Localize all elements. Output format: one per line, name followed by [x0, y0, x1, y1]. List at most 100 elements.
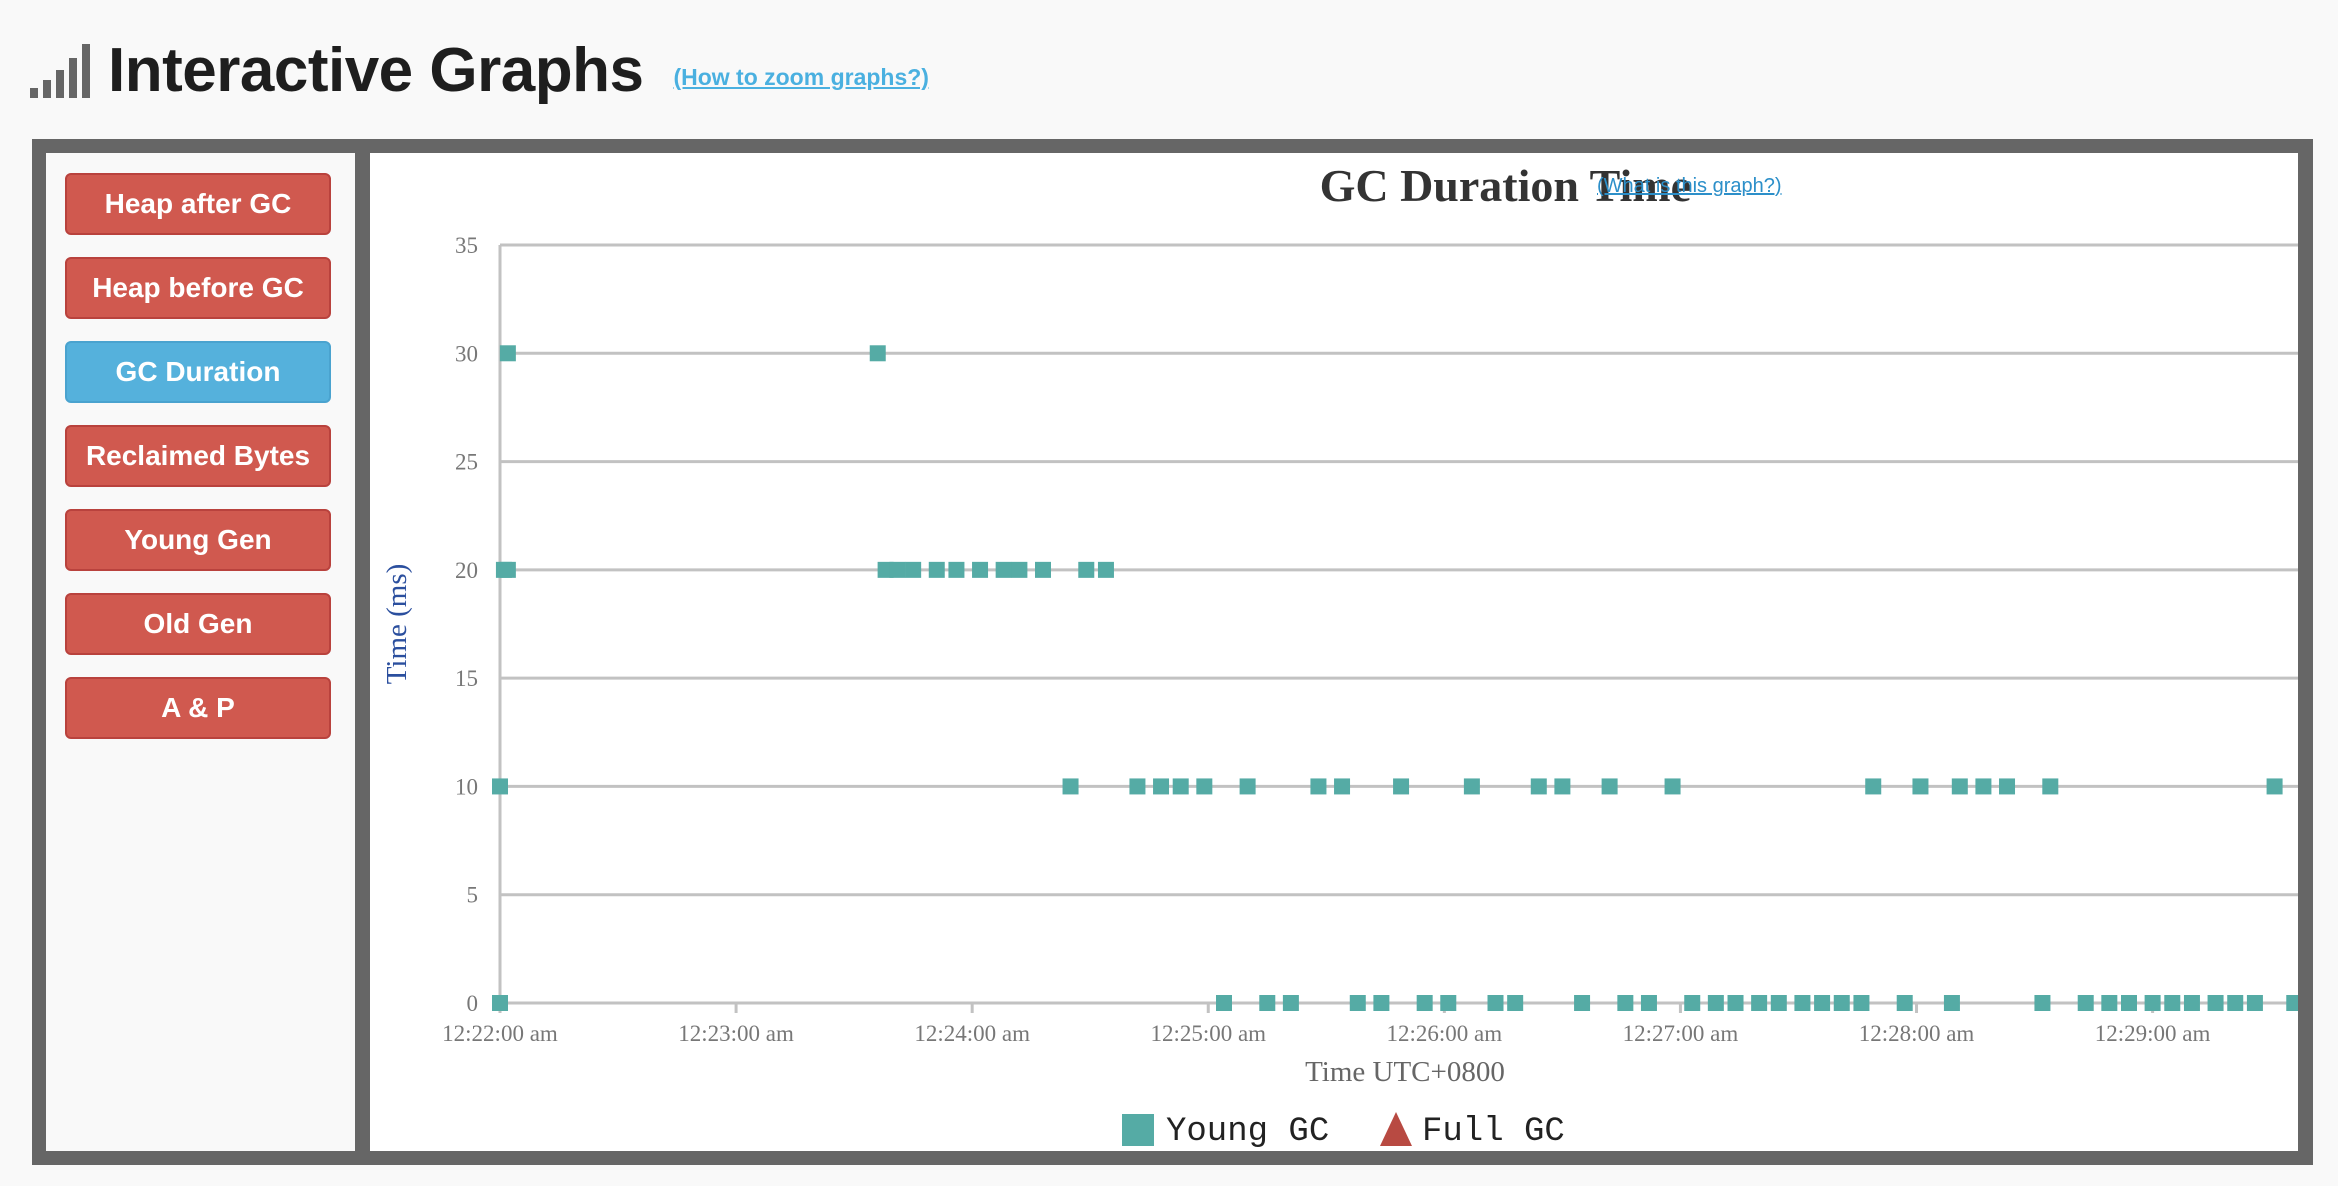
young-gc-point[interactable] — [2144, 995, 2161, 1011]
young-gc-point[interactable] — [2034, 995, 2051, 1011]
young-gc-point[interactable] — [1078, 561, 1095, 578]
young-gen-button[interactable]: Young Gen — [65, 509, 331, 571]
gc-duration-plot[interactable]: 0 5 10 15 20 25 30 35 12:22:00 am 12:23:00 am 12:2… — [370, 153, 2298, 1151]
young-gc-point[interactable] — [1999, 778, 2016, 795]
x-tick-label: 12:29:00 am — [2095, 1021, 2211, 1046]
graph-nav-sidebar: Heap after GC Heap before GC GC Duration… — [46, 153, 355, 1151]
young-gc-point[interactable] — [1487, 995, 1504, 1011]
young-gc-point[interactable] — [1011, 561, 1028, 578]
young-gc-point[interactable] — [1751, 995, 1768, 1011]
page-title: Interactive Graphs — [108, 35, 644, 105]
young-gc-point[interactable] — [2101, 995, 2118, 1011]
young-gc-point[interactable] — [2183, 995, 2200, 1011]
young-gc-point[interactable] — [1349, 995, 1366, 1011]
young-gc-point[interactable] — [1554, 778, 1571, 795]
young-gc-point[interactable] — [2227, 995, 2244, 1011]
young-gc-point[interactable] — [1282, 995, 1299, 1011]
young-gc-point[interactable] — [1416, 995, 1433, 1011]
young-gc-point[interactable] — [1833, 995, 1850, 1011]
young-gc-point[interactable] — [1896, 995, 1913, 1011]
young-gc-point[interactable] — [1153, 778, 1170, 795]
x-tick-label: 12:22:00 am — [442, 1021, 558, 1046]
y-tick-label: 35 — [455, 233, 478, 258]
x-tick-label: 12:27:00 am — [1623, 1021, 1739, 1046]
young-gc-point[interactable] — [2286, 995, 2298, 1011]
young-gc-point[interactable] — [1196, 778, 1213, 795]
young-gc-point[interactable] — [995, 561, 1012, 578]
young-gc-point[interactable] — [2266, 778, 2283, 795]
young-gc-point[interactable] — [1951, 778, 1968, 795]
a-and-p-button[interactable]: A & P — [65, 677, 331, 739]
what-is-this-graph-link[interactable]: (What is this graph?) — [1597, 175, 1782, 197]
young-gc-point[interactable] — [1617, 995, 1634, 1011]
young-gc-point[interactable] — [1097, 561, 1114, 578]
gc-duration-button[interactable]: GC Duration — [65, 341, 331, 403]
young-gc-point[interactable] — [492, 778, 508, 795]
x-axis-title: Time UTC+0800 — [1305, 1056, 1505, 1088]
young-gc-point[interactable] — [2042, 778, 2059, 795]
young-gc-point[interactable] — [889, 561, 906, 578]
young-gc-point[interactable] — [1393, 778, 1410, 795]
young-gc-point[interactable] — [1507, 995, 1524, 1011]
young-gc-point[interactable] — [1853, 995, 1870, 1011]
young-gc-point[interactable] — [2164, 995, 2181, 1011]
young-gc-point[interactable] — [1727, 995, 1744, 1011]
y-tick-label: 30 — [455, 341, 478, 366]
reclaimed-bytes-button[interactable]: Reclaimed Bytes — [65, 425, 331, 487]
page-header: Interactive Graphs (How to zoom graphs?) — [30, 30, 929, 110]
legend-full-gc-label[interactable]: Full GC — [1422, 1113, 1565, 1151]
young-gc-point[interactable] — [1216, 995, 1232, 1011]
young-gc-point[interactable] — [1601, 778, 1618, 795]
young-gc-point[interactable] — [928, 561, 945, 578]
young-gc-point[interactable] — [1707, 995, 1724, 1011]
young-gc-point[interactable] — [1310, 778, 1327, 795]
young-gc-point[interactable] — [1172, 778, 1189, 795]
young-gc-point[interactable] — [1062, 778, 1079, 795]
young-gc-point[interactable] — [1129, 778, 1146, 795]
young-gc-point[interactable] — [1640, 995, 1657, 1011]
y-tick-label: 0 — [467, 991, 479, 1016]
young-gc-point[interactable] — [1259, 995, 1276, 1011]
young-gc-point[interactable] — [2207, 995, 2224, 1011]
young-gc-point[interactable] — [2121, 995, 2137, 1011]
young-gc-point[interactable] — [1814, 995, 1831, 1011]
chart-background — [370, 153, 2298, 1151]
young-gc-point[interactable] — [869, 345, 886, 362]
young-gc-point[interactable] — [1574, 995, 1591, 1011]
young-gc-point[interactable] — [492, 995, 508, 1011]
young-gc-point[interactable] — [1664, 778, 1681, 795]
young-gc-point[interactable] — [1373, 995, 1390, 1011]
young-gc-point[interactable] — [1943, 995, 1960, 1011]
young-gc-point[interactable] — [1865, 778, 1882, 795]
young-gc-point[interactable] — [1463, 778, 1480, 795]
young-gc-point[interactable] — [2077, 995, 2094, 1011]
y-tick-label: 20 — [455, 558, 478, 583]
young-gc-point[interactable] — [2246, 995, 2263, 1011]
young-gc-point[interactable] — [1975, 778, 1992, 795]
young-gc-point[interactable] — [1794, 995, 1811, 1011]
young-gc-point[interactable] — [499, 561, 516, 578]
y-tick-label: 5 — [467, 883, 479, 908]
young-gc-point[interactable] — [948, 561, 965, 578]
young-gc-point[interactable] — [1440, 995, 1457, 1011]
y-tick-label: 10 — [455, 774, 478, 799]
chart-panel: GC Duration Time (What is this graph?) 0… — [370, 153, 2298, 1151]
zoom-help-link[interactable]: (How to zoom graphs?) — [673, 63, 929, 90]
x-tick-label: 12:28:00 am — [1859, 1021, 1975, 1046]
heap-after-gc-button[interactable]: Heap after GC — [65, 173, 331, 235]
young-gc-point[interactable] — [1239, 778, 1256, 795]
x-tick-label: 12:26:00 am — [1387, 1021, 1503, 1046]
young-gc-point[interactable] — [1334, 778, 1351, 795]
y-tick-label: 15 — [455, 666, 478, 691]
young-gc-point[interactable] — [1530, 778, 1547, 795]
legend-young-gc-label[interactable]: Young GC — [1166, 1113, 1329, 1151]
young-gc-point[interactable] — [1684, 995, 1701, 1011]
young-gc-point[interactable] — [1035, 561, 1051, 578]
young-gc-point[interactable] — [905, 561, 922, 578]
heap-before-gc-button[interactable]: Heap before GC — [65, 257, 331, 319]
old-gen-button[interactable]: Old Gen — [65, 593, 331, 655]
young-gc-point[interactable] — [1770, 995, 1787, 1011]
young-gc-point[interactable] — [499, 345, 516, 362]
young-gc-point[interactable] — [1912, 778, 1929, 795]
young-gc-point[interactable] — [972, 561, 989, 578]
